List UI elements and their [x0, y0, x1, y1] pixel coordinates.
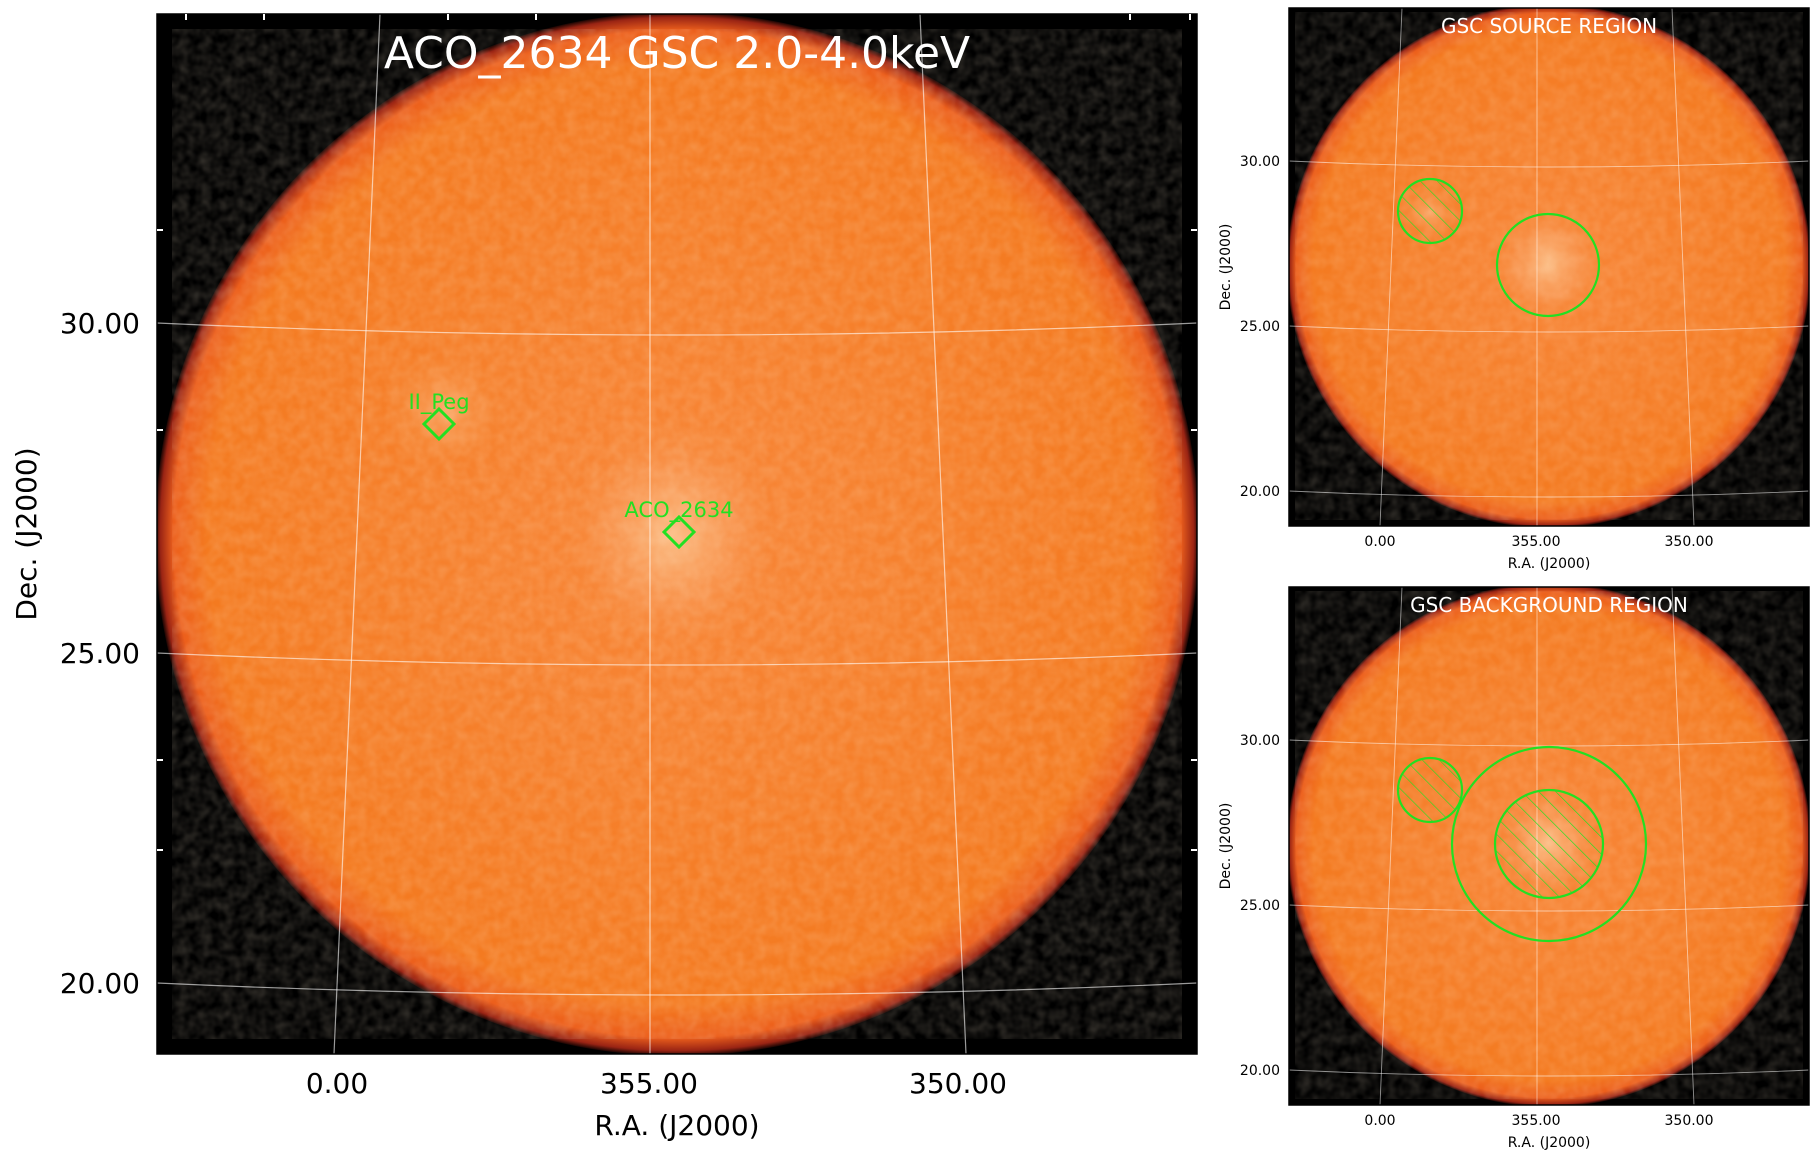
source-noise-texture [1295, 12, 1803, 520]
background-frame [1288, 586, 1810, 1106]
source-region-panel: GSC SOURCE REGION 30.00 25.00 20.00 0.00… [1218, 7, 1810, 572]
excluded-region-cluster-outline [1493, 788, 1605, 900]
main-x-tick-350: 350.00 [909, 1067, 1007, 1100]
background-region-panel: GSC BACKGROUND REGION 30.00 25.00 20.00 … [1218, 586, 1810, 1151]
background-y-tick-25: 25.00 [1240, 898, 1280, 914]
excluded-region-cluster [1495, 790, 1603, 898]
main-frame [156, 13, 1198, 1055]
main-y-axis-label: Dec. (J2000) [10, 447, 43, 620]
background-x-tick-0: 0.00 [1364, 1113, 1395, 1129]
source-frame [1288, 7, 1810, 527]
main-x-axis-label: R.A. (J2000) [594, 1109, 759, 1142]
source-marker-aco-2634: ACO_2634 [624, 498, 734, 550]
source-x-tick-0: 0.00 [1364, 534, 1395, 550]
source-label-ii-peg: II_Peg [408, 390, 469, 415]
background-x-axis-label: R.A. (J2000) [1508, 1135, 1591, 1151]
source-x-axis-label: R.A. (J2000) [1508, 556, 1591, 572]
main-x-tick-0: 0.00 [306, 1067, 368, 1100]
diamond-icon [661, 514, 697, 550]
source-y-axis-label: Dec. (J2000) [1218, 224, 1234, 311]
diamond-icon [421, 406, 457, 442]
background-x-tick-355: 355.00 [1512, 1113, 1561, 1129]
background-y-axis-label: Dec. (J2000) [1218, 803, 1234, 890]
background-annulus-outer [1450, 745, 1648, 943]
main-tick-marks [157, 14, 1197, 851]
source-y-tick-25: 25.00 [1240, 319, 1280, 335]
background-y-tick-20: 20.00 [1240, 1063, 1280, 1079]
source-y-tick-30: 30.00 [1240, 154, 1280, 170]
main-y-tick-25: 25.00 [60, 637, 140, 670]
source-x-tick-350: 350.00 [1665, 534, 1714, 550]
main-y-tick-20: 20.00 [60, 967, 140, 1000]
main-coordinate-grid [157, 14, 1197, 1054]
excluded-region-ii-peg-outline [1396, 177, 1464, 245]
source-x-tick-355: 355.00 [1512, 534, 1561, 550]
main-y-tick-30: 30.00 [60, 307, 140, 340]
main-panel: II_Peg ACO_2634 ACO_2634 GSC 2.0-4.0keV … [10, 13, 1198, 1142]
source-label-aco-2634: ACO_2634 [624, 498, 733, 523]
excluded-region-ii-peg [1398, 179, 1462, 243]
background-panel-title: GSC BACKGROUND REGION [1410, 593, 1688, 617]
excluded-region-ii-peg-outline [1396, 756, 1464, 824]
source-coordinate-grid [1289, 8, 1809, 526]
background-x-tick-350: 350.00 [1665, 1113, 1714, 1129]
source-marker-ii-peg: II_Peg [408, 390, 470, 442]
source-panel-title: GSC SOURCE REGION [1441, 14, 1657, 38]
background-y-tick-30: 30.00 [1240, 733, 1280, 749]
main-x-tick-355: 355.00 [600, 1067, 698, 1100]
main-title: ACO_2634 GSC 2.0-4.0keV [384, 28, 970, 79]
excluded-region-ii-peg [1398, 758, 1462, 822]
source-y-tick-20: 20.00 [1240, 484, 1280, 500]
main-noise-texture [172, 29, 1182, 1039]
source-extraction-circle [1495, 212, 1601, 318]
